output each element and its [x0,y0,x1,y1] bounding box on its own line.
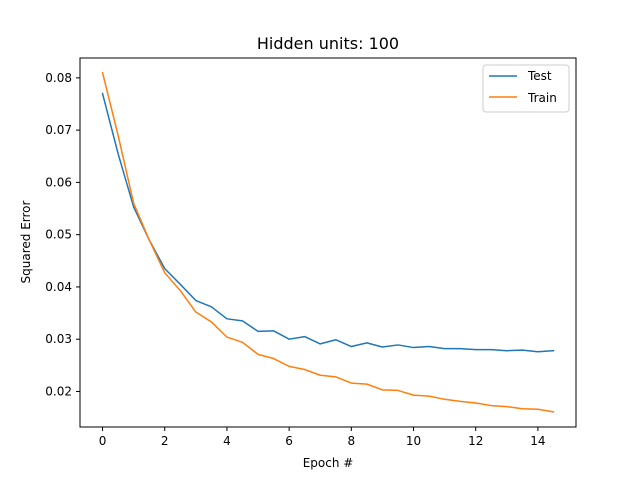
y-axis-label: Squared Error [19,200,33,283]
series-line-test [101,92,555,353]
x-tick-label: 0 [99,434,107,448]
plot-area [101,71,555,413]
y-tick-label: 0.03 [45,332,72,346]
x-tick-label: 10 [406,434,421,448]
x-tick-label: 6 [285,434,293,448]
legend: Test Train [482,64,570,113]
x-tick-label: 4 [223,434,231,448]
y-axis-ticks: 0.02 0.03 0.04 0.05 0.06 0.07 0.08 [45,71,80,398]
x-tick-label: 8 [348,434,356,448]
plot-frame [79,57,577,428]
y-tick-label: 0.05 [45,228,72,242]
y-tick-label: 0.06 [45,175,72,189]
legend-label-test: Test [527,69,552,83]
x-tick-label: 2 [161,434,169,448]
series-line-train [101,71,555,413]
x-axis-ticks: 0 2 4 6 8 10 12 14 [99,427,546,448]
y-tick-label: 0.04 [45,280,72,294]
x-axis-label: Epoch # [303,456,354,470]
y-tick-label: 0.02 [45,384,72,398]
x-tick-label: 14 [530,434,545,448]
y-tick-label: 0.07 [45,123,72,137]
legend-label-train: Train [527,91,557,105]
y-tick-label: 0.08 [45,71,72,85]
x-tick-label: 12 [468,434,483,448]
chart-title: Hidden units: 100 [257,34,399,53]
